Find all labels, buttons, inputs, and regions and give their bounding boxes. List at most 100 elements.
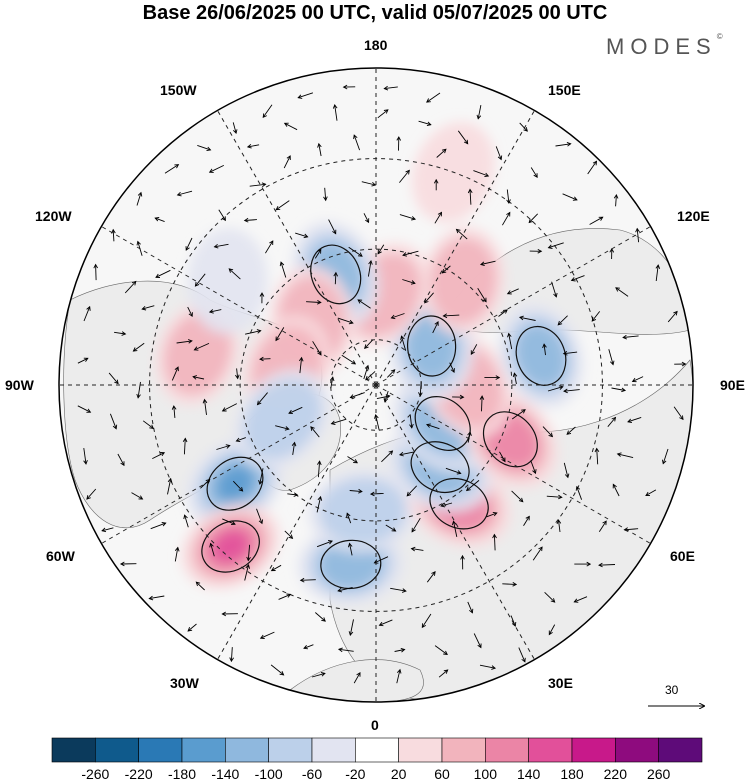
colorbar-tick-label: -260	[81, 766, 110, 782]
wind-vector	[424, 292, 434, 304]
wind-vector-head	[383, 85, 389, 91]
wind-vector	[513, 373, 517, 385]
wind-vector-head	[317, 142, 322, 148]
wind-vector-head	[405, 169, 410, 175]
wind-vector-head	[557, 320, 563, 326]
wind-vector	[566, 426, 576, 435]
wind-vector-head	[479, 395, 485, 400]
wind-vector	[288, 406, 303, 414]
wind-vector-head	[194, 281, 200, 287]
wind-vector	[334, 104, 338, 121]
wind-vector	[612, 484, 620, 497]
wind-vector-head	[538, 546, 543, 552]
wind-vector-head	[390, 369, 396, 374]
wind-vector-head	[492, 511, 498, 517]
wind-vector	[530, 460, 536, 474]
wind-vector-head	[137, 191, 143, 197]
wind-vector	[112, 229, 115, 242]
wind-vector	[508, 333, 513, 350]
wind-vector-head	[441, 148, 447, 154]
colorbar-tick-label: 140	[516, 766, 541, 782]
wind-vector	[477, 105, 482, 119]
wind-vector	[164, 164, 179, 174]
wind-vector	[401, 336, 407, 351]
wind-vector-head	[258, 519, 264, 525]
wind-vector	[511, 490, 524, 503]
wind-vector	[353, 134, 361, 151]
lon-label-0: 0	[371, 717, 379, 733]
wind-vector-head	[591, 316, 597, 322]
wind-vector	[200, 479, 211, 489]
wind-vector	[469, 189, 472, 205]
colorbar-swatch	[571, 737, 616, 763]
wind-vector-head	[570, 277, 576, 282]
wind-vector	[557, 315, 568, 326]
wind-vector	[381, 450, 393, 463]
wind-vector	[399, 214, 416, 220]
wind-vector-head	[235, 437, 241, 443]
positive-anomaly-shading	[430, 238, 497, 324]
wind-vector	[361, 181, 376, 186]
wind-vector-head	[575, 485, 581, 491]
wind-vector-head	[400, 647, 406, 653]
wind-vector-head	[188, 312, 193, 318]
wind-vector	[283, 155, 291, 169]
wind-vector	[295, 232, 308, 238]
wind-vector-head	[358, 488, 363, 494]
wind-vector	[379, 619, 393, 626]
wind-vector	[546, 495, 562, 498]
wind-vector	[502, 212, 511, 226]
wind-vector	[645, 489, 657, 496]
colorbar-swatch	[225, 737, 269, 763]
wind-vector-head	[193, 346, 199, 351]
wind-vector	[519, 122, 528, 132]
wind-vector	[244, 564, 249, 581]
wind-vector-head	[550, 598, 556, 603]
wind-vector-head	[518, 315, 524, 321]
wind-vector	[193, 376, 205, 380]
wind-vector-head	[86, 408, 92, 413]
wind-vector	[377, 244, 385, 254]
wind-vector-head	[155, 273, 161, 278]
wind-vector	[83, 306, 91, 322]
wind-vector	[256, 508, 263, 524]
lon-label-150e: 150E	[548, 82, 581, 98]
wind-vector	[357, 299, 371, 309]
wind-vector	[195, 581, 205, 591]
lon-label-150w: 150W	[160, 82, 197, 98]
wind-vector-head	[174, 366, 179, 372]
wind-vector-head	[673, 310, 678, 316]
lon-label-30w: 30W	[170, 675, 199, 691]
wind-vector-head	[506, 290, 512, 295]
wind-vector	[376, 395, 390, 400]
lon-label-120w: 120W	[35, 208, 72, 224]
wind-vector-head	[221, 216, 226, 222]
wind-vector	[109, 413, 117, 429]
wind-vector	[284, 530, 293, 539]
wind-vector	[542, 426, 553, 437]
wind-vector	[222, 518, 236, 525]
wind-vector-head	[679, 415, 684, 421]
wind-vector	[443, 314, 460, 317]
wind-vector-head	[246, 556, 251, 562]
wind-vector-head	[121, 331, 127, 336]
wind-vector-head	[221, 611, 227, 617]
wind-vector	[402, 279, 416, 284]
wind-vector-head	[310, 426, 315, 431]
colorbar-tick-label: -180	[167, 766, 197, 782]
wind-vector-head	[562, 351, 568, 356]
wind-vector-head	[611, 416, 617, 422]
anomaly-contour	[206, 456, 264, 511]
contour-layer	[201, 244, 567, 590]
wind-vector	[375, 414, 380, 431]
wind-vector-head	[182, 437, 188, 443]
wind-vector	[292, 442, 296, 455]
wind-vector-head	[635, 227, 640, 233]
wind-vector	[187, 306, 193, 317]
wind-vector	[548, 624, 556, 635]
wind-vector	[547, 386, 563, 392]
wind-vector-head	[553, 292, 558, 298]
wind-vector-head	[390, 314, 396, 320]
brand-mark: ©	[716, 32, 723, 41]
